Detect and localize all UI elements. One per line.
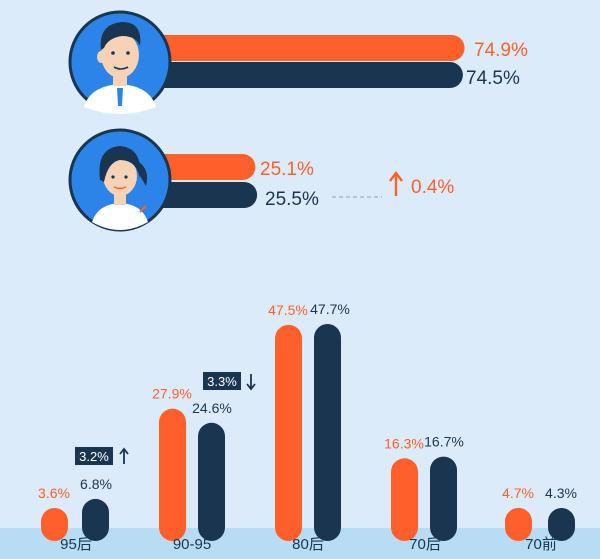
bar-orange-90-95: [159, 408, 186, 541]
annotation-badge-90-95: [203, 372, 241, 390]
bar-navy-70后: [430, 456, 457, 541]
value-label-navy-70后: 16.7%: [424, 434, 464, 450]
value-label-navy-70前: 4.3%: [545, 485, 577, 501]
gender-change-label: 0.4%: [411, 177, 454, 198]
value-label-navy-90-95: 24.6%: [192, 400, 232, 416]
value-label-navy-95后: 6.8%: [80, 476, 112, 492]
female-bar-orange: [150, 154, 256, 180]
value-label-navy-80后: 47.7%: [310, 301, 350, 317]
tick-label-95后: 95后: [60, 536, 92, 553]
annotation-95后: 3.2%: [75, 447, 129, 465]
arrow-up-icon: [389, 171, 403, 196]
bar-navy-70前: [548, 508, 575, 541]
male-bar-navy: [150, 62, 463, 88]
value-label-orange-95后: 3.6%: [38, 485, 70, 501]
bar-orange-95后: [41, 508, 68, 541]
female-bar-navy: [150, 182, 258, 208]
bar-orange-70前: [505, 507, 532, 541]
annotation-badge-95后: [75, 447, 113, 465]
female-orange-label: 25.1%: [260, 159, 314, 180]
male-navy-label: 74.5%: [466, 68, 520, 89]
female-avatar-icon: [68, 128, 172, 232]
arrow-up-icon: [119, 447, 129, 464]
value-label-orange-70前: 4.7%: [502, 485, 534, 501]
male-bar-orange: [150, 35, 465, 61]
bar-navy-80后: [314, 324, 341, 541]
bar-navy-95后: [82, 498, 109, 541]
male-avatar-icon: [68, 10, 172, 114]
bar-navy-90-95: [198, 422, 225, 541]
annotation-label-95后: 3.2%: [79, 449, 109, 464]
tick-label-80后: 80后: [292, 536, 324, 553]
annotation-label-90-95: 3.3%: [207, 374, 237, 389]
tick-label-70前: 70前: [525, 536, 557, 553]
bar-orange-80后: [275, 324, 302, 541]
female-navy-label: 25.5%: [265, 189, 319, 210]
value-label-orange-80后: 47.5%: [268, 302, 308, 318]
annotation-90-95: 3.3%: [203, 372, 256, 391]
bar-orange-70后: [391, 458, 418, 541]
arrow-down-icon: [246, 374, 256, 391]
tick-label-70后: 70后: [409, 536, 441, 553]
male-orange-label: 74.9%: [474, 40, 528, 61]
tick-label-90-95: 90-95: [173, 536, 211, 553]
value-label-orange-70后: 16.3%: [384, 435, 424, 451]
value-label-orange-90-95: 27.9%: [152, 386, 192, 402]
